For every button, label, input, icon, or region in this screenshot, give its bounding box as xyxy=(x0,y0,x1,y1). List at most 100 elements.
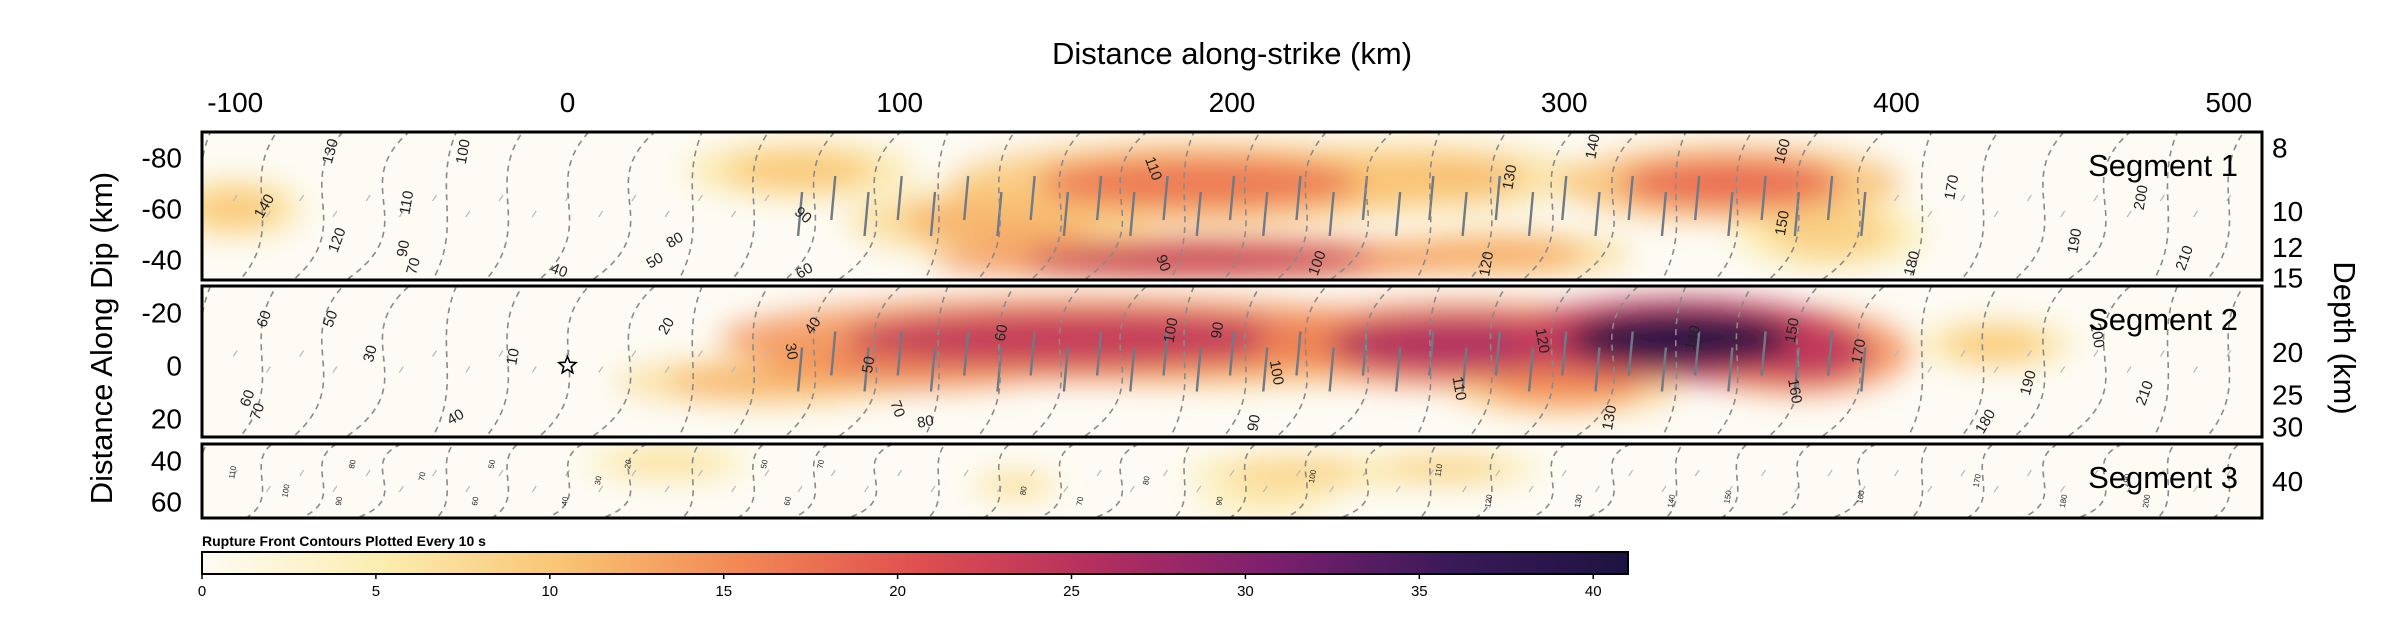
rake-arrow xyxy=(1561,469,1567,477)
rupture-contour xyxy=(730,286,770,437)
rupture-contour xyxy=(1774,444,1814,518)
rupture-contour xyxy=(2065,132,2132,280)
contour-label: 200 xyxy=(2131,184,2152,212)
rake-arrow xyxy=(1594,191,1601,237)
rake-arrow xyxy=(1660,191,1668,237)
x-tick-label: 100 xyxy=(876,87,923,118)
rake-arrow xyxy=(1129,485,1135,493)
rake-arrow xyxy=(232,194,238,202)
rake-arrow xyxy=(432,350,438,357)
rake-arrow xyxy=(1428,331,1435,376)
rupture-contour xyxy=(1528,444,1568,518)
rake-arrow xyxy=(1428,469,1434,477)
rupture-contours xyxy=(202,132,2245,280)
colorbar-tick-label: 10 xyxy=(541,583,558,600)
rupture-contour xyxy=(1091,444,1141,518)
rake-arrow xyxy=(1760,331,1767,376)
contour-label: 80 xyxy=(916,412,935,432)
rupture-contour xyxy=(976,286,1016,437)
rake-arrow xyxy=(731,210,737,218)
rupture-contour xyxy=(291,132,345,280)
depth-tick-label: 12 xyxy=(2272,232,2303,263)
rake-arrow xyxy=(1228,175,1236,221)
rupture-contour xyxy=(981,444,1012,518)
rake-arrow xyxy=(897,469,903,477)
rupture-contour xyxy=(1573,286,1641,437)
contour-label: 90 xyxy=(1152,252,1174,273)
rake-arrow xyxy=(332,210,338,218)
contour-label: 110 xyxy=(1449,375,1470,402)
rake-arrow xyxy=(1827,469,1833,477)
dip-tick-label: -80 xyxy=(142,143,182,174)
rupture-contour xyxy=(344,286,411,437)
rake-arrow xyxy=(1395,485,1401,493)
rupture-contour xyxy=(2152,132,2179,280)
rupture-contour xyxy=(298,444,339,518)
rupture-contour xyxy=(1520,132,1574,280)
slip-patch-core xyxy=(1382,457,1507,480)
rake-arrow xyxy=(1196,485,1202,493)
rupture-contour xyxy=(484,132,524,280)
rake-arrow xyxy=(1594,347,1601,392)
rake-arrow xyxy=(962,331,970,376)
rake-arrow xyxy=(2226,350,2232,357)
rupture-contour xyxy=(783,286,837,437)
rupture-contour xyxy=(1573,132,1640,280)
rake-arrow xyxy=(299,350,305,357)
rupture-contour xyxy=(1274,286,1328,437)
slip-patch-core xyxy=(845,311,1320,367)
rake-arrow xyxy=(365,469,371,477)
contour-label: 190 xyxy=(2121,473,2132,488)
contour-label: 80 xyxy=(1141,475,1152,486)
rake-arrow xyxy=(265,366,271,373)
rupture-contour xyxy=(677,132,704,280)
rupture-contour xyxy=(244,444,274,518)
rake-arrow xyxy=(929,191,937,237)
rake-arrow xyxy=(830,175,837,221)
contour-label: 30 xyxy=(593,475,604,486)
colorbar-tick-label: 30 xyxy=(1237,583,1254,600)
rake-arrow xyxy=(1960,469,1966,477)
rupture-contour xyxy=(1415,286,1441,437)
rake-arrow xyxy=(1262,191,1269,237)
rake-arrow xyxy=(1129,191,1136,237)
rake-arrow xyxy=(1428,175,1435,221)
colorbar-tick-label: 25 xyxy=(1063,583,1080,600)
rake-arrow xyxy=(1727,485,1733,493)
rake-arrow xyxy=(465,485,471,493)
rake-arrow xyxy=(265,210,271,218)
colorbar-title: Rupture Front Contours Plotted Every 10 … xyxy=(202,533,486,549)
rupture-contour xyxy=(489,444,520,518)
rupture-contour xyxy=(238,132,278,280)
contour-label: 130 xyxy=(1499,163,1520,191)
rake-arrow xyxy=(1826,331,1834,376)
contour-label: 70 xyxy=(886,398,908,419)
contour-label: 60 xyxy=(253,308,275,329)
rake-arrow xyxy=(398,366,404,373)
contour-label: 120 xyxy=(1476,250,1497,278)
segment-label: Segment 2 xyxy=(2088,302,2238,337)
rake-arrow xyxy=(232,350,238,357)
x-tick-label: 0 xyxy=(560,87,576,118)
rupture-contour xyxy=(291,286,345,437)
contour-label: 100 xyxy=(1307,469,1318,484)
rake-arrow xyxy=(1628,469,1634,477)
contour-label: 70 xyxy=(403,256,424,277)
rake-arrow xyxy=(2026,194,2032,202)
contour-label: 160 xyxy=(1771,137,1794,166)
contour-label: 170 xyxy=(1972,473,1983,488)
rake-arrow xyxy=(796,191,804,237)
rake-arrow xyxy=(1894,469,1900,477)
rupture-contour xyxy=(431,286,458,437)
contour-label: 180 xyxy=(2058,493,2069,508)
rake-arrow xyxy=(598,366,604,373)
rake-arrow xyxy=(1162,331,1169,376)
rupture-contour xyxy=(2152,286,2179,437)
depth-tick-label: 25 xyxy=(2272,380,2303,411)
rake-arrow xyxy=(365,350,371,357)
rupture-contour xyxy=(1327,286,1395,437)
contour-label: 120 xyxy=(1483,493,1494,508)
rake-arrow xyxy=(398,210,404,218)
rake-arrow xyxy=(863,191,870,237)
